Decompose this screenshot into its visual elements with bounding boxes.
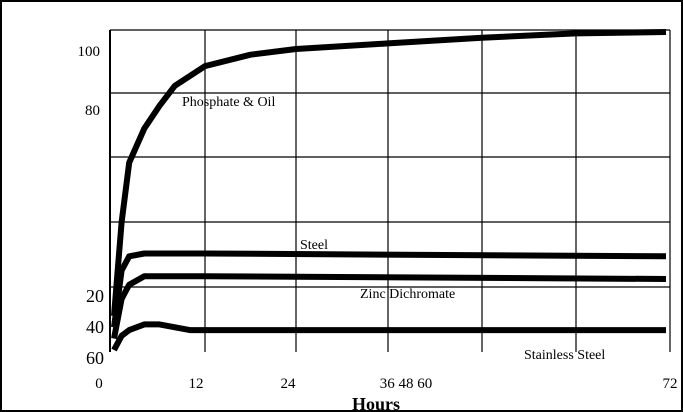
x-tick-label: 0 [95,376,103,392]
y-tick-label: 60 [86,348,104,368]
series-line-3 [111,273,667,340]
series-line-2 [111,250,667,328]
series-label: Steel [300,238,328,253]
x-tick-label: 12 [189,376,204,392]
series-line-1 [111,29,667,317]
y-tick-label: 100 [78,44,101,60]
series-line-4 [111,321,666,352]
series-label: Phosphate & Oil [182,95,275,110]
x-tick-label: 72 [663,376,678,392]
x-axis-title: Hours [352,394,400,412]
x-tick-label: 36 48 60 [380,376,433,392]
y-tick-labels: 100 80 20 40 60 [78,44,105,368]
series-label: Stainless Steel [524,348,605,363]
series-layer [111,29,667,352]
x-tick-labels: 0 12 24 36 48 60 72 [95,376,677,392]
x-tick-label: 24 [281,376,297,392]
series-label: Zinc Dichromate [360,287,455,302]
y-tick-label: 80 [85,103,100,119]
y-tick-label: 20 [86,286,104,306]
gridlines [110,29,671,352]
y-tick-label: 40 [86,317,104,337]
series-labels: Phosphate & Oil Steel Zinc Dichromate St… [182,95,605,363]
